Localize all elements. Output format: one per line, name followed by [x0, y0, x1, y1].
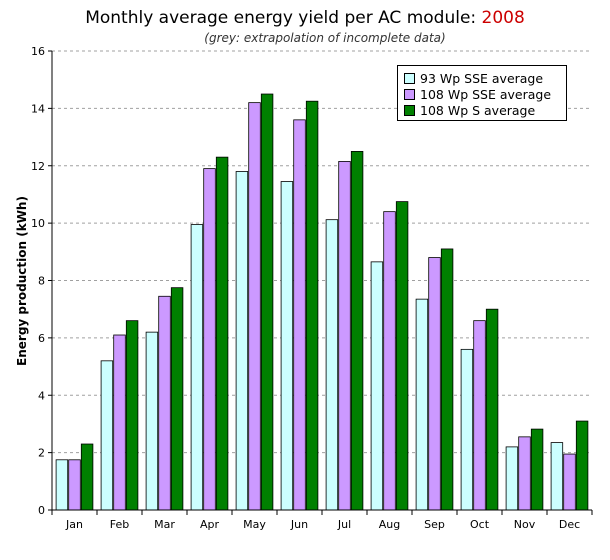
bar-dec-series-1: [563, 453, 576, 511]
y-tick-label: 12: [31, 160, 45, 173]
y-axis-label: Energy production (kWh): [15, 196, 29, 366]
bar-mar-series-0: [145, 331, 159, 511]
legend-entry: 108 Wp SSE average: [404, 86, 560, 102]
bar-apr-series-1: [203, 168, 216, 511]
bars: [55, 93, 589, 511]
x-tick-label-nov: Nov: [514, 518, 536, 531]
x-tick-label-sep: Sep: [424, 518, 445, 531]
bar-may-series-2: [260, 93, 274, 511]
bar-may-series-1: [248, 102, 261, 511]
bar-aug-series-1: [383, 211, 396, 511]
legend-entry: 93 Wp SSE average: [404, 70, 560, 86]
bar-nov-series-2: [530, 428, 544, 511]
x-tick-label-apr: Apr: [200, 518, 220, 531]
bar-feb-series-0: [100, 360, 114, 511]
bar-feb-series-2: [125, 320, 139, 511]
bar-jul-series-1: [338, 161, 351, 511]
y-tick-label: 6: [38, 332, 45, 345]
legend-swatch: [404, 104, 415, 116]
y-tick-label: 16: [31, 45, 45, 58]
bar-jan-series-2: [80, 443, 94, 511]
bar-jul-series-2: [350, 151, 364, 511]
bar-jun-series-1: [293, 119, 306, 511]
bar-sep-series-0: [415, 298, 429, 511]
legend-label: 108 Wp SSE average: [420, 86, 552, 102]
legend: 93 Wp SSE average 108 Wp SSE average 108 W…: [397, 65, 567, 121]
x-tick-label-feb: Feb: [110, 518, 129, 531]
x-tick-label-dec: Dec: [559, 518, 580, 531]
legend-swatch: [404, 88, 415, 100]
title-year: 2008: [481, 8, 525, 28]
bar-jun-series-0: [280, 181, 294, 511]
bar-oct-series-0: [460, 348, 474, 511]
bar-aug-series-2: [395, 201, 409, 511]
gridlines: [52, 50, 592, 454]
legend-entry: 108 Wp S average: [404, 102, 560, 118]
bar-feb-series-1: [113, 334, 126, 511]
bar-jan-series-1: [68, 459, 81, 511]
bar-dec-series-2: [575, 420, 589, 511]
y-tick-label: 4: [38, 389, 45, 402]
bar-oct-series-1: [473, 320, 486, 511]
x-tick-label-mar: Mar: [154, 518, 175, 531]
x-tick-label-jun: Jun: [290, 518, 308, 531]
x-tick-label-may: May: [243, 518, 266, 531]
x-tick-label-oct: Oct: [470, 518, 490, 531]
y-tick-label: 0: [38, 504, 45, 517]
y-tick-label: 2: [38, 447, 45, 460]
bar-nov-series-0: [505, 446, 519, 511]
bar-mar-series-2: [170, 287, 184, 511]
bar-aug-series-0: [370, 261, 384, 511]
chart-subtitle: (grey: extrapolation of incomplete data): [204, 31, 446, 45]
bar-jul-series-0: [325, 219, 339, 511]
y-tick-labels: 0 2 4 6 8 10 12 14 16: [31, 45, 45, 517]
legend-label: 93 Wp SSE average: [420, 70, 544, 86]
y-tick-label: 8: [38, 275, 45, 288]
chart-title: Monthly average energy yield per AC modu…: [85, 8, 525, 28]
legend-label: 108 Wp S average: [420, 102, 536, 118]
axes: [48, 50, 593, 515]
bar-dec-series-0: [550, 442, 564, 511]
bar-sep-series-1: [428, 257, 441, 511]
x-tick-label-jan: Jan: [65, 518, 83, 531]
x-tick-label-aug: Aug: [379, 518, 400, 531]
bar-nov-series-1: [518, 436, 531, 511]
y-tick-label: 10: [31, 217, 45, 230]
bar-jan-series-0: [55, 459, 69, 511]
bar-sep-series-2: [440, 248, 454, 511]
y-tick-label: 14: [31, 102, 45, 115]
bar-oct-series-2: [485, 308, 499, 511]
bar-apr-series-0: [190, 224, 204, 511]
x-tick-label-jul: Jul: [337, 518, 351, 531]
bar-may-series-0: [235, 171, 249, 511]
bar-apr-series-2: [215, 156, 229, 511]
x-tick-labels: Jan Feb Mar Apr May Jun Jul Aug Sep Oct Nov Dec: [65, 518, 580, 531]
legend-swatch: [404, 72, 415, 84]
bar-mar-series-1: [158, 295, 171, 511]
bar-jun-series-2: [305, 100, 319, 511]
